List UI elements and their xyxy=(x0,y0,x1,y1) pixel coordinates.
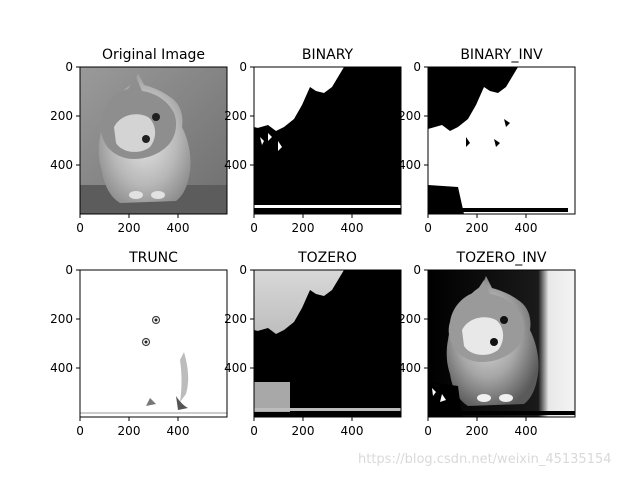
x-tick-label: 0 xyxy=(250,221,258,235)
panel-image xyxy=(428,270,575,417)
x-tick-label: 400 xyxy=(515,221,538,235)
y-tick-label: 400 xyxy=(398,158,421,172)
panel-tozero: TOZERO 0 200 400 0 200 400 xyxy=(224,250,402,438)
axes-frame xyxy=(427,269,576,418)
x-tick-label: 200 xyxy=(292,424,315,438)
y-tick-label: 0 xyxy=(413,60,421,74)
x-tick-label: 200 xyxy=(466,424,489,438)
y-tick-label: 200 xyxy=(50,109,73,123)
y-tick-label: 400 xyxy=(50,158,73,172)
x-tick-label: 400 xyxy=(515,424,538,438)
y-tick-label: 400 xyxy=(398,361,421,375)
panel-image xyxy=(254,270,401,417)
panel-image xyxy=(254,67,401,214)
x-tick-label: 0 xyxy=(76,424,84,438)
x-tick-label: 0 xyxy=(424,424,432,438)
watermark-text: https://blog.csdn.net/weixin_45135154 xyxy=(358,452,612,467)
y-tick-label: 0 xyxy=(239,263,247,277)
axes-frame xyxy=(253,269,402,418)
panel-binary: BINARY 0 200 400 0 200 400 xyxy=(224,47,402,235)
panel-trunc: TRUNC 0 200 400 0 200 400 xyxy=(50,250,228,438)
panel-original: Original Image 0 200 400 0 200 400 xyxy=(50,47,228,235)
axes-frame xyxy=(427,66,576,215)
axes-frame xyxy=(79,66,228,215)
x-tick-label: 0 xyxy=(424,221,432,235)
y-tick-label: 0 xyxy=(65,263,73,277)
panel-title: Original Image xyxy=(102,47,205,63)
panel-title: TRUNC xyxy=(128,250,178,266)
x-tick-label: 200 xyxy=(292,221,315,235)
y-tick-label: 400 xyxy=(224,361,247,375)
y-tick-label: 400 xyxy=(50,361,73,375)
x-tick-label: 400 xyxy=(341,424,364,438)
x-tick-label: 200 xyxy=(118,221,141,235)
y-tick-label: 200 xyxy=(398,109,421,123)
x-tick-label: 200 xyxy=(118,424,141,438)
panel-title: TOZERO xyxy=(297,250,357,266)
y-tick-label: 200 xyxy=(50,312,73,326)
panels-group: Original Image 0 200 400 0 200 400 BINARY 0 200 40… xyxy=(50,47,576,438)
panel-title: BINARY_INV xyxy=(460,47,543,63)
x-tick-label: 0 xyxy=(76,221,84,235)
panel-binary-inv: BINARY_INV 0 200 400 0 200 400 xyxy=(398,47,576,235)
panel-image xyxy=(428,67,575,214)
panel-tozero-inv: TOZERO_INV 0 200 400 0 200 400 xyxy=(398,250,576,438)
x-tick-label: 400 xyxy=(167,221,190,235)
y-tick-label: 200 xyxy=(224,312,247,326)
panel-title: TOZERO_INV xyxy=(456,250,547,266)
x-tick-label: 200 xyxy=(466,221,489,235)
y-tick-label: 200 xyxy=(398,312,421,326)
axes-frame xyxy=(79,269,228,418)
x-tick-label: 400 xyxy=(167,424,190,438)
y-tick-label: 0 xyxy=(413,263,421,277)
y-tick-label: 0 xyxy=(65,60,73,74)
x-tick-label: 400 xyxy=(341,221,364,235)
y-tick-label: 400 xyxy=(224,158,247,172)
panel-image xyxy=(80,67,227,214)
y-tick-label: 200 xyxy=(224,109,247,123)
axes-frame xyxy=(253,66,402,215)
panel-image xyxy=(80,270,227,417)
y-tick-label: 0 xyxy=(239,60,247,74)
x-tick-label: 0 xyxy=(250,424,258,438)
panel-title: BINARY xyxy=(302,47,354,63)
